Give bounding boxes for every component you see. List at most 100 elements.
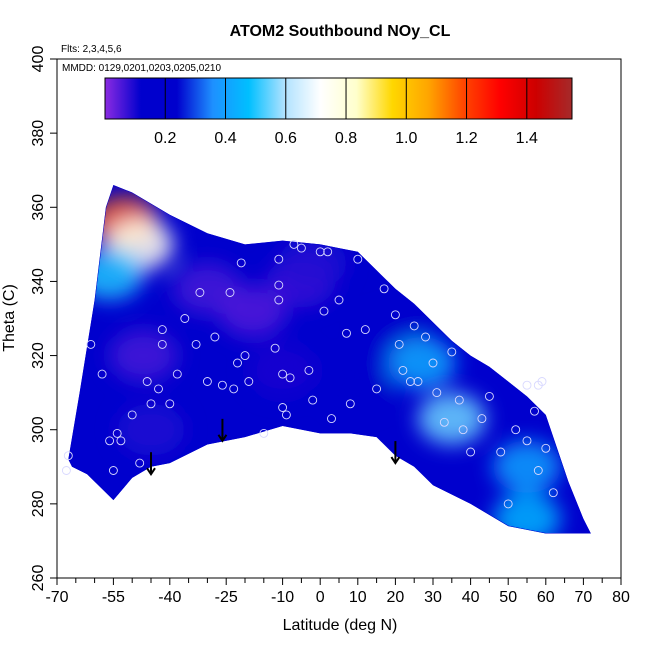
observation-point [541, 443, 551, 453]
colorbar: 0.2 0.4 0.6 0.8 1.0 1.2 1.4 [104, 77, 573, 147]
observation-point [278, 369, 288, 379]
y-tick-label: 360 [30, 194, 47, 221]
flight-arrow [390, 441, 401, 465]
y-tick-label: 340 [30, 268, 47, 295]
observation-point [315, 247, 325, 257]
colorbar-tick-label: 0.2 [154, 130, 176, 147]
x-tick-label: 60 [537, 589, 555, 606]
observation-point [270, 343, 280, 353]
observation-point [274, 280, 284, 290]
observation-point [522, 436, 532, 446]
x-tick-label: 50 [499, 589, 517, 606]
observation-point [127, 410, 137, 420]
observation-point [274, 254, 284, 264]
x-tick-label: -10 [271, 589, 294, 606]
observation-point [97, 369, 107, 379]
observation-point [345, 399, 355, 409]
field-blob [323, 359, 392, 412]
observation-point [334, 295, 344, 305]
colorbar-tick-label: 0.8 [335, 130, 357, 147]
x-tick-label: 30 [424, 589, 442, 606]
x-tick-label: -40 [158, 589, 181, 606]
field-blob [493, 492, 561, 534]
observation-point [466, 447, 476, 457]
y-axis: 260 280 300 320 340 360 380 400 [30, 46, 58, 592]
y-tick-label: 300 [30, 416, 47, 443]
x-tick-label: -55 [102, 589, 125, 606]
observation-point [372, 384, 382, 394]
flights-annotation: Flts: 2,3,4,5,6 [61, 44, 122, 55]
observation-point [454, 395, 464, 405]
observation-point [61, 466, 71, 475]
observation-point [511, 425, 521, 435]
observation-point [165, 399, 175, 409]
observation-point [484, 391, 494, 401]
observation-point [142, 377, 152, 386]
x-tick-label: 40 [462, 589, 480, 606]
observation-point [304, 365, 314, 375]
observation-point [146, 399, 156, 409]
flight-arrow [217, 418, 228, 443]
observation-point [327, 414, 336, 424]
observation-point [548, 488, 558, 498]
observation-point [323, 247, 333, 257]
x-tick-label: 10 [349, 589, 367, 606]
observation-point [360, 325, 370, 335]
y-tick-label: 400 [30, 46, 47, 73]
observation-point [308, 395, 318, 405]
field-blob [387, 337, 456, 389]
observation-point [244, 377, 254, 386]
observation-point [503, 499, 513, 509]
field-blob [75, 248, 144, 300]
y-tick-label: 260 [30, 565, 47, 592]
observation-point [86, 339, 96, 349]
observation-point [229, 384, 239, 394]
colorbar-tick-label: 1.2 [455, 130, 477, 147]
field-blob [417, 392, 486, 445]
observation-point [394, 339, 404, 349]
observation-point [409, 321, 419, 331]
observation-point [105, 436, 115, 446]
field-blob [218, 285, 287, 338]
observation-point [319, 306, 329, 316]
observation-point [533, 466, 543, 475]
observation-point [195, 288, 205, 297]
observation-point [522, 380, 532, 390]
observation-point [191, 339, 201, 349]
field-blob [117, 403, 185, 456]
observation-point [180, 314, 190, 323]
observation-point [432, 388, 442, 398]
observation-point [428, 358, 438, 368]
observation-point [477, 414, 487, 424]
field-blob [493, 440, 561, 493]
observation-point [353, 254, 363, 264]
observation-point [447, 347, 457, 357]
x-tick-label: 20 [387, 589, 405, 606]
observation-point [289, 239, 299, 249]
observation-point [537, 377, 547, 386]
observation-point [285, 373, 295, 383]
observation-point [398, 365, 408, 375]
x-tick-label: -25 [215, 589, 238, 606]
observation-point [172, 369, 182, 379]
flight-arrows [146, 418, 401, 477]
observation-point [530, 406, 539, 416]
observation-point [458, 425, 468, 435]
observation-point [496, 447, 506, 457]
observation-point [210, 332, 220, 342]
observation-point [108, 466, 118, 475]
observation-markers [61, 239, 558, 509]
x-tick-label: -70 [45, 589, 68, 606]
observation-point [421, 332, 430, 342]
observation-point [379, 284, 389, 294]
observation-point [233, 358, 242, 368]
dates-annotation: MMDD: 0129,0201,0203,0205,0210 [62, 63, 221, 74]
colorbar-ticks: 0.2 0.4 0.6 0.8 1.0 1.2 1.4 [154, 78, 538, 147]
observation-point [154, 384, 163, 394]
colorbar-tick-label: 0.4 [214, 130, 236, 147]
observation-point [225, 288, 235, 297]
y-tick-label: 280 [30, 490, 47, 517]
noy-field [68, 185, 591, 534]
field-blob [278, 236, 347, 289]
